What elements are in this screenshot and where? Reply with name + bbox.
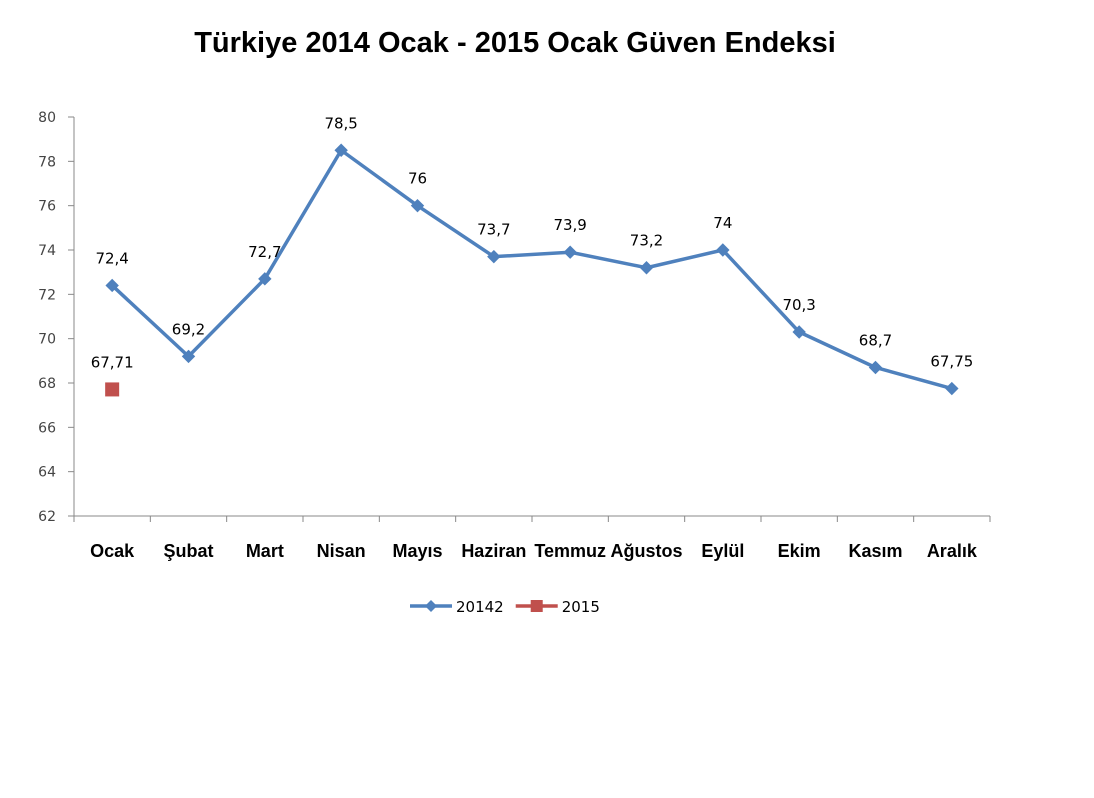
data-label: 76 xyxy=(408,170,427,188)
data-point xyxy=(945,381,959,396)
y-tick-label: 70 xyxy=(38,332,56,348)
data-point xyxy=(181,349,196,364)
y-tick-label: 80 xyxy=(38,110,56,126)
data-label: 74 xyxy=(713,214,732,232)
data-label: 78,5 xyxy=(324,114,357,132)
y-tick-label: 64 xyxy=(38,465,56,481)
data-point xyxy=(334,143,348,157)
y-tick-label: 78 xyxy=(38,154,56,170)
series-line-20142 xyxy=(110,148,953,391)
x-tick-label: Temmuz xyxy=(534,541,606,561)
data-point xyxy=(105,382,120,397)
data-label: 73,2 xyxy=(630,232,663,250)
x-tick-label: Haziran xyxy=(461,541,526,561)
y-tick-label: 66 xyxy=(38,420,56,436)
y-tick-label: 68 xyxy=(38,376,56,392)
data-point xyxy=(258,272,272,286)
data-label: 69,2 xyxy=(172,320,205,338)
x-tick-label: Mart xyxy=(246,541,284,561)
data-point xyxy=(792,325,806,339)
data-labels: 72,4 69,2 72,7 78,5 76 73,7 73,9 73,2 74 70,3 68,7… xyxy=(91,114,974,371)
data-label: 70,3 xyxy=(782,296,815,314)
y-tick-label: 76 xyxy=(38,199,56,215)
chart-title: Türkiye 2014 Ocak - 2015 Ocak Güven Ende… xyxy=(194,27,836,59)
x-tick-label: Nisan xyxy=(317,541,366,561)
data-label: 67,75 xyxy=(930,353,973,371)
data-label: 72,7 xyxy=(248,243,281,261)
data-point xyxy=(868,360,883,375)
data-label: 73,9 xyxy=(553,216,586,234)
y-tick-label: 74 xyxy=(38,243,56,259)
data-point xyxy=(105,278,119,293)
x-tick-label: Kasım xyxy=(848,541,902,561)
y-tick-label: 62 xyxy=(38,509,56,525)
x-tick-label: Aralık xyxy=(927,541,978,561)
legend-label: 2015 xyxy=(562,598,600,616)
data-point xyxy=(410,198,425,213)
legend-marker xyxy=(530,600,543,612)
x-tick-label: Ekim xyxy=(778,541,821,561)
x-tick-label: Ocak xyxy=(90,541,135,561)
legend: 20142 2015 xyxy=(410,598,600,616)
axes: 62 64 66 68 70 72 74 76 78 80 Ocak Şubat Mart Nisan Ma… xyxy=(38,110,991,561)
x-tick-label: Eylül xyxy=(701,541,744,561)
data-point xyxy=(639,261,654,275)
data-point xyxy=(487,249,501,264)
data-label: 67,71 xyxy=(91,353,134,371)
legend-label: 20142 xyxy=(456,598,504,616)
x-tick-label: Ağustos xyxy=(611,541,683,561)
y-tick-label: 72 xyxy=(38,287,56,303)
data-point xyxy=(716,243,730,257)
data-label: 73,7 xyxy=(477,221,510,239)
x-tick-label: Mayıs xyxy=(392,541,442,561)
legend-marker xyxy=(425,600,437,612)
data-label: 72,4 xyxy=(95,249,128,267)
data-label: 68,7 xyxy=(859,331,892,349)
series-layer xyxy=(105,143,959,397)
x-tick-label: Şubat xyxy=(163,541,213,561)
data-point xyxy=(563,245,577,259)
